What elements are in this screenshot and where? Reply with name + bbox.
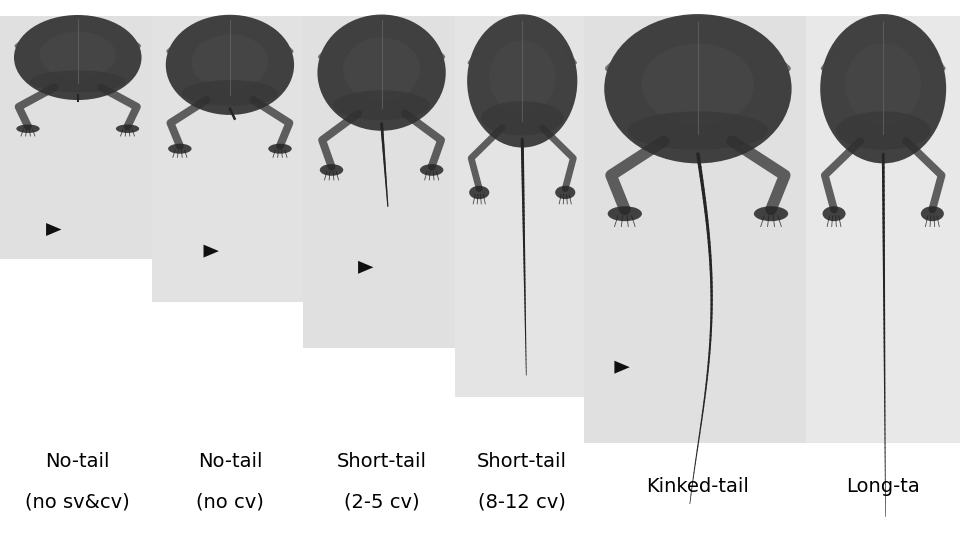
Ellipse shape bbox=[555, 186, 575, 199]
Ellipse shape bbox=[823, 206, 846, 221]
Polygon shape bbox=[614, 361, 630, 374]
Text: (2-5 cv): (2-5 cv) bbox=[344, 492, 420, 512]
Ellipse shape bbox=[14, 15, 141, 100]
Text: Short-tail: Short-tail bbox=[477, 452, 567, 471]
Bar bbox=[584, 16, 812, 443]
Ellipse shape bbox=[39, 32, 116, 78]
Polygon shape bbox=[358, 261, 373, 274]
Bar bbox=[806, 16, 960, 443]
Ellipse shape bbox=[628, 111, 768, 150]
Ellipse shape bbox=[820, 14, 947, 164]
Bar bbox=[152, 16, 308, 302]
Ellipse shape bbox=[921, 206, 944, 221]
Ellipse shape bbox=[469, 186, 490, 199]
Text: No-tail: No-tail bbox=[198, 452, 262, 471]
Text: (no cv): (no cv) bbox=[196, 492, 264, 512]
Bar bbox=[455, 16, 589, 397]
Text: (no sv&cv): (no sv&cv) bbox=[25, 492, 131, 512]
Bar bbox=[303, 16, 460, 348]
Ellipse shape bbox=[320, 164, 344, 176]
Ellipse shape bbox=[318, 15, 445, 131]
Ellipse shape bbox=[641, 43, 755, 125]
Ellipse shape bbox=[181, 80, 278, 106]
Ellipse shape bbox=[490, 40, 555, 114]
Ellipse shape bbox=[168, 144, 192, 154]
Ellipse shape bbox=[166, 15, 294, 115]
Ellipse shape bbox=[608, 206, 642, 221]
Ellipse shape bbox=[30, 70, 126, 92]
Text: Long-ta: Long-ta bbox=[847, 476, 920, 496]
Ellipse shape bbox=[268, 144, 292, 154]
Ellipse shape bbox=[343, 37, 420, 102]
Polygon shape bbox=[46, 223, 61, 236]
Bar bbox=[0, 16, 156, 259]
Ellipse shape bbox=[754, 206, 788, 221]
Ellipse shape bbox=[191, 35, 269, 90]
Text: Kinked-tail: Kinked-tail bbox=[646, 476, 750, 496]
Ellipse shape bbox=[836, 111, 930, 150]
Text: (8-12 cv): (8-12 cv) bbox=[478, 492, 566, 512]
Ellipse shape bbox=[604, 14, 792, 164]
Text: Short-tail: Short-tail bbox=[337, 452, 426, 471]
Ellipse shape bbox=[846, 43, 921, 125]
Ellipse shape bbox=[116, 124, 139, 133]
Ellipse shape bbox=[16, 124, 39, 133]
Ellipse shape bbox=[481, 101, 564, 136]
Polygon shape bbox=[204, 245, 219, 258]
Text: No-tail: No-tail bbox=[45, 452, 110, 471]
Ellipse shape bbox=[333, 90, 430, 120]
Ellipse shape bbox=[420, 164, 444, 176]
Ellipse shape bbox=[468, 14, 577, 147]
